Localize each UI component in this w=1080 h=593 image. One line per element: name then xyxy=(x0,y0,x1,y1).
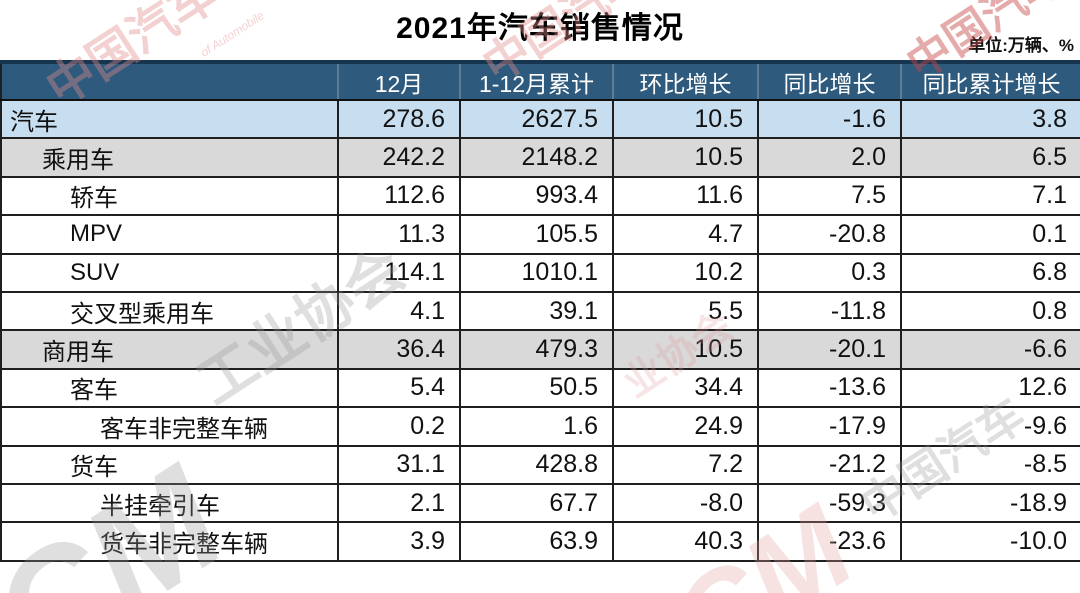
cell-value: 2.1 xyxy=(337,482,460,523)
cell-value: 36.4 xyxy=(337,329,460,369)
col-header: 环比增长 xyxy=(612,60,758,101)
cell-value: -18.9 xyxy=(900,482,1080,523)
cell-value: -10.0 xyxy=(900,521,1080,562)
table-row: 乘用车 242.2 2148.2 10.5 2.0 6.5 xyxy=(1,137,1080,177)
row-label: 客车非完整车辆 xyxy=(1,406,338,446)
cell-value: 0.8 xyxy=(900,290,1080,331)
cell-value: 67.7 xyxy=(459,482,613,523)
cell-value: 31.1 xyxy=(337,444,460,484)
cell-value: 7.2 xyxy=(612,444,758,484)
cell-value: 10.5 xyxy=(612,329,758,369)
cell-value: -11.8 xyxy=(757,290,901,331)
table-body: 汽车 278.6 2627.5 10.5 -1.6 3.8 乘用车 242.2 2148.2 10… xyxy=(1,98,1080,562)
cell-value: -1.6 xyxy=(757,98,901,139)
cell-value: 278.6 xyxy=(337,98,460,139)
table-row: 商用车 36.4 479.3 10.5 -20.1 -6.6 xyxy=(1,329,1080,369)
cell-value: -17.9 xyxy=(757,406,901,446)
cell-value: 11.3 xyxy=(337,214,460,254)
cell-value: -20.8 xyxy=(757,214,901,254)
row-label: 客车 xyxy=(1,367,338,408)
page-title: 2021年汽车销售情况 xyxy=(396,12,684,45)
cell-value: 5.5 xyxy=(612,290,758,331)
cell-value: 39.1 xyxy=(459,290,613,331)
cell-value: 5.4 xyxy=(337,367,460,408)
table-row: 交叉型乘用车 4.1 39.1 5.5 -11.8 0.8 xyxy=(1,290,1080,331)
cell-value: 34.4 xyxy=(612,367,758,408)
cell-value: 1010.1 xyxy=(459,252,613,292)
row-label: 货车非完整车辆 xyxy=(1,521,338,562)
row-label: 乘用车 xyxy=(1,137,338,177)
cell-value: -9.6 xyxy=(900,406,1080,446)
unit-label: 单位:万辆、% xyxy=(968,36,1074,55)
cell-value: 12.6 xyxy=(900,367,1080,408)
cell-value: 3.9 xyxy=(337,521,460,562)
row-label: 货车 xyxy=(1,444,338,484)
table-row: 客车 5.4 50.5 34.4 -13.6 12.6 xyxy=(1,367,1080,408)
cell-value: 2.0 xyxy=(757,137,901,177)
cell-value: 6.5 xyxy=(900,137,1080,177)
cell-value: 7.1 xyxy=(900,175,1080,216)
cell-value: 24.9 xyxy=(612,406,758,446)
col-header-category xyxy=(1,60,338,101)
sales-table: 12月 1-12月累计 环比增长 同比增长 同比累计增长 汽车 278.6 2627.5 10… xyxy=(0,60,1080,562)
cell-value: 10.5 xyxy=(612,137,758,177)
table-row: 客车非完整车辆 0.2 1.6 24.9 -17.9 -9.6 xyxy=(1,406,1080,446)
cell-value: -59.3 xyxy=(757,482,901,523)
cell-value: 10.5 xyxy=(612,98,758,139)
cell-value: 7.5 xyxy=(757,175,901,216)
cell-value: 0.2 xyxy=(337,406,460,446)
row-label: 半挂牵引车 xyxy=(1,482,338,523)
cell-value: 50.5 xyxy=(459,367,613,408)
col-header: 同比增长 xyxy=(757,60,901,101)
row-label: MPV xyxy=(1,214,338,254)
cell-value: -8.0 xyxy=(612,482,758,523)
table-row: 货车非完整车辆 3.9 63.9 40.3 -23.6 -10.0 xyxy=(1,521,1080,562)
cell-value: 1.6 xyxy=(459,406,613,446)
cell-value: 105.5 xyxy=(459,214,613,254)
cell-value: 0.3 xyxy=(757,252,901,292)
cell-value: 428.8 xyxy=(459,444,613,484)
cell-value: 6.8 xyxy=(900,252,1080,292)
table-row: 汽车 278.6 2627.5 10.5 -1.6 3.8 xyxy=(1,98,1080,139)
row-label: 轿车 xyxy=(1,175,338,216)
cell-value: -20.1 xyxy=(757,329,901,369)
table-row: 轿车 112.6 993.4 11.6 7.5 7.1 xyxy=(1,175,1080,216)
cell-value: 11.6 xyxy=(612,175,758,216)
cell-value: 114.1 xyxy=(337,252,460,292)
cell-value: -13.6 xyxy=(757,367,901,408)
table-header-row: 12月 1-12月累计 环比增长 同比增长 同比累计增长 xyxy=(1,60,1080,101)
cell-value: -21.2 xyxy=(757,444,901,484)
cell-value: 993.4 xyxy=(459,175,613,216)
cell-value: -6.6 xyxy=(900,329,1080,369)
row-label: 汽车 xyxy=(1,98,338,139)
row-label: SUV xyxy=(1,252,338,292)
cell-value: 242.2 xyxy=(337,137,460,177)
cell-value: -23.6 xyxy=(757,521,901,562)
table-row: SUV 114.1 1010.1 10.2 0.3 6.8 xyxy=(1,252,1080,292)
cell-value: 2627.5 xyxy=(459,98,613,139)
cell-value: 2148.2 xyxy=(459,137,613,177)
cell-value: 112.6 xyxy=(337,175,460,216)
table-row: 半挂牵引车 2.1 67.7 -8.0 -59.3 -18.9 xyxy=(1,482,1080,523)
cell-value: 0.1 xyxy=(900,214,1080,254)
cell-value: 3.8 xyxy=(900,98,1080,139)
cell-value: 40.3 xyxy=(612,521,758,562)
cell-value: -8.5 xyxy=(900,444,1080,484)
cell-value: 10.2 xyxy=(612,252,758,292)
cell-value: 4.1 xyxy=(337,290,460,331)
col-header: 1-12月累计 xyxy=(459,60,613,101)
col-header: 12月 xyxy=(337,60,460,101)
row-label: 交叉型乘用车 xyxy=(1,290,338,331)
table-row: MPV 11.3 105.5 4.7 -20.8 0.1 xyxy=(1,214,1080,254)
col-header: 同比累计增长 xyxy=(900,60,1080,101)
cell-value: 63.9 xyxy=(459,521,613,562)
cell-value: 4.7 xyxy=(612,214,758,254)
cell-value: 479.3 xyxy=(459,329,613,369)
table-row: 货车 31.1 428.8 7.2 -21.2 -8.5 xyxy=(1,444,1080,484)
row-label: 商用车 xyxy=(1,329,338,369)
